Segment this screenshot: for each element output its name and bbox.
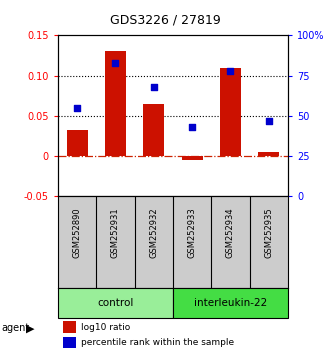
Bar (173, 289, 288, 318)
Text: GDS3226 / 27819: GDS3226 / 27819 (110, 13, 221, 27)
Text: ▶: ▶ (25, 323, 34, 333)
Text: control: control (97, 298, 134, 308)
Bar (67, 130, 88, 156)
Text: interleukin-22: interleukin-22 (194, 298, 267, 308)
Bar (258, 152, 279, 156)
Text: GSM252934: GSM252934 (226, 207, 235, 258)
Text: percentile rank within the sample: percentile rank within the sample (81, 338, 234, 347)
Point (113, 60, 118, 65)
Point (266, 118, 271, 124)
Text: GSM252933: GSM252933 (188, 207, 197, 258)
Point (151, 84, 157, 90)
Bar (105, 51, 126, 156)
Bar (182, 156, 203, 160)
Text: agent: agent (2, 323, 30, 333)
Bar (220, 68, 241, 156)
Point (74, 105, 80, 111)
Text: GSM252890: GSM252890 (72, 207, 82, 258)
Bar (63, 337, 76, 348)
Bar (63, 321, 76, 333)
Text: GSM252932: GSM252932 (149, 207, 158, 258)
Bar (143, 104, 164, 156)
Point (228, 68, 233, 74)
Text: GSM252931: GSM252931 (111, 207, 120, 258)
Text: GSM252935: GSM252935 (264, 207, 273, 258)
Bar (58, 289, 173, 318)
Point (189, 124, 195, 130)
Text: log10 ratio: log10 ratio (81, 323, 130, 332)
